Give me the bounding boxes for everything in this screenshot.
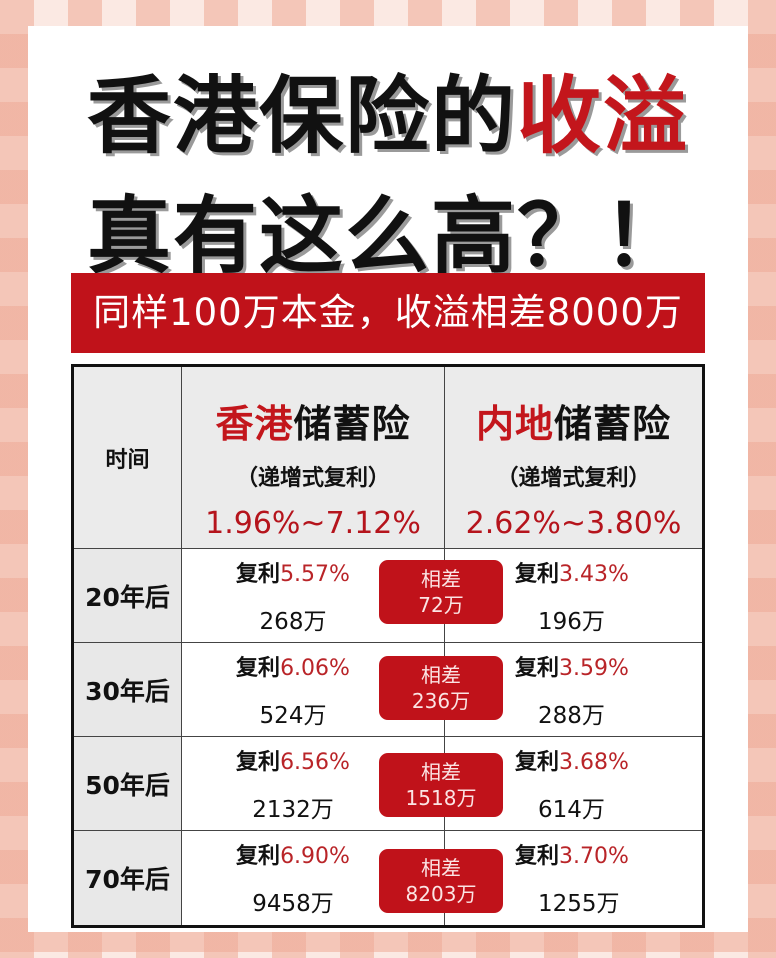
hk-amount: 268万 xyxy=(259,608,327,635)
comparison-table: 时间 香港储蓄险 （递增式复利） 1.96%~7.12% 内地储蓄险 （递增式复… xyxy=(71,364,705,928)
subtitle-banner: 同样100万本金，收溢相差8000万 xyxy=(71,273,705,353)
hk-plan-name: 香港储蓄险 xyxy=(215,402,411,446)
infographic-card: 香港保险的收溢 真有这么高？！ 同样100万本金，收溢相差8000万 时间 香港… xyxy=(28,26,748,932)
hk-rate: 复利6.90% xyxy=(236,844,350,869)
difference-badge: 相差 8203万 xyxy=(379,849,503,913)
cn-amount: 1255万 xyxy=(538,891,620,917)
hk-plan-header: 香港储蓄险 （递增式复利） 1.96%~7.12% xyxy=(182,367,445,549)
row-period: 70年后 xyxy=(74,831,182,925)
hk-plan-range: 1.96%~7.12% xyxy=(205,506,421,541)
cn-plan-range: 2.62%~3.80% xyxy=(465,506,682,541)
hk-rate: 复利6.06% xyxy=(236,655,350,681)
cn-value-cell: 复利3.70% 1255万 xyxy=(445,831,702,925)
hk-amount: 524万 xyxy=(259,702,327,729)
cn-rate: 复利3.59% xyxy=(515,655,629,681)
row-period: 20年后 xyxy=(74,549,182,643)
hk-value-cell: 复利6.56% 2132万 xyxy=(182,737,445,831)
cn-amount: 196万 xyxy=(538,608,605,635)
row-period: 30年后 xyxy=(74,643,182,737)
hk-amount: 2132万 xyxy=(252,796,334,823)
difference-badge: 相差 1518万 xyxy=(379,753,503,817)
cn-rate: 复利3.68% xyxy=(515,749,629,775)
cn-value-cell: 复利3.43% 196万 xyxy=(445,549,702,643)
time-header: 时间 xyxy=(74,367,182,549)
hk-rate: 复利6.56% xyxy=(236,749,350,775)
title-black-part: 香港保险的 xyxy=(86,67,517,165)
hk-value-cell: 复利6.06% 524万 xyxy=(182,643,445,737)
hk-value-cell: 复利6.90% 9458万 xyxy=(182,831,445,925)
cn-value-cell: 复利3.59% 288万 xyxy=(445,643,702,737)
cn-plan-subtitle: （递增式复利） xyxy=(496,466,651,491)
row-period: 50年后 xyxy=(74,737,182,831)
hk-plan-subtitle: （递增式复利） xyxy=(235,466,390,491)
cn-value-cell: 复利3.68% 614万 xyxy=(445,737,702,831)
cn-plan-header: 内地储蓄险 （递增式复利） 2.62%~3.80% xyxy=(445,367,702,549)
cn-rate: 复利3.70% xyxy=(515,844,629,869)
cn-rate: 复利3.43% xyxy=(515,561,629,587)
title-line-2: 真有这么高？！ xyxy=(86,187,689,285)
cn-amount: 614万 xyxy=(538,796,605,823)
hk-rate: 复利5.57% xyxy=(236,561,350,587)
difference-badge: 相差 72万 xyxy=(379,560,503,624)
title-red-part: 收溢 xyxy=(517,67,690,165)
cn-plan-name: 内地储蓄险 xyxy=(475,402,672,446)
hk-value-cell: 复利5.57% 268万 xyxy=(182,549,445,643)
difference-badge: 相差 236万 xyxy=(379,656,503,720)
hk-amount: 9458万 xyxy=(252,891,334,917)
cn-amount: 288万 xyxy=(538,702,605,729)
title-line-1: 香港保险的收溢 xyxy=(28,66,748,166)
